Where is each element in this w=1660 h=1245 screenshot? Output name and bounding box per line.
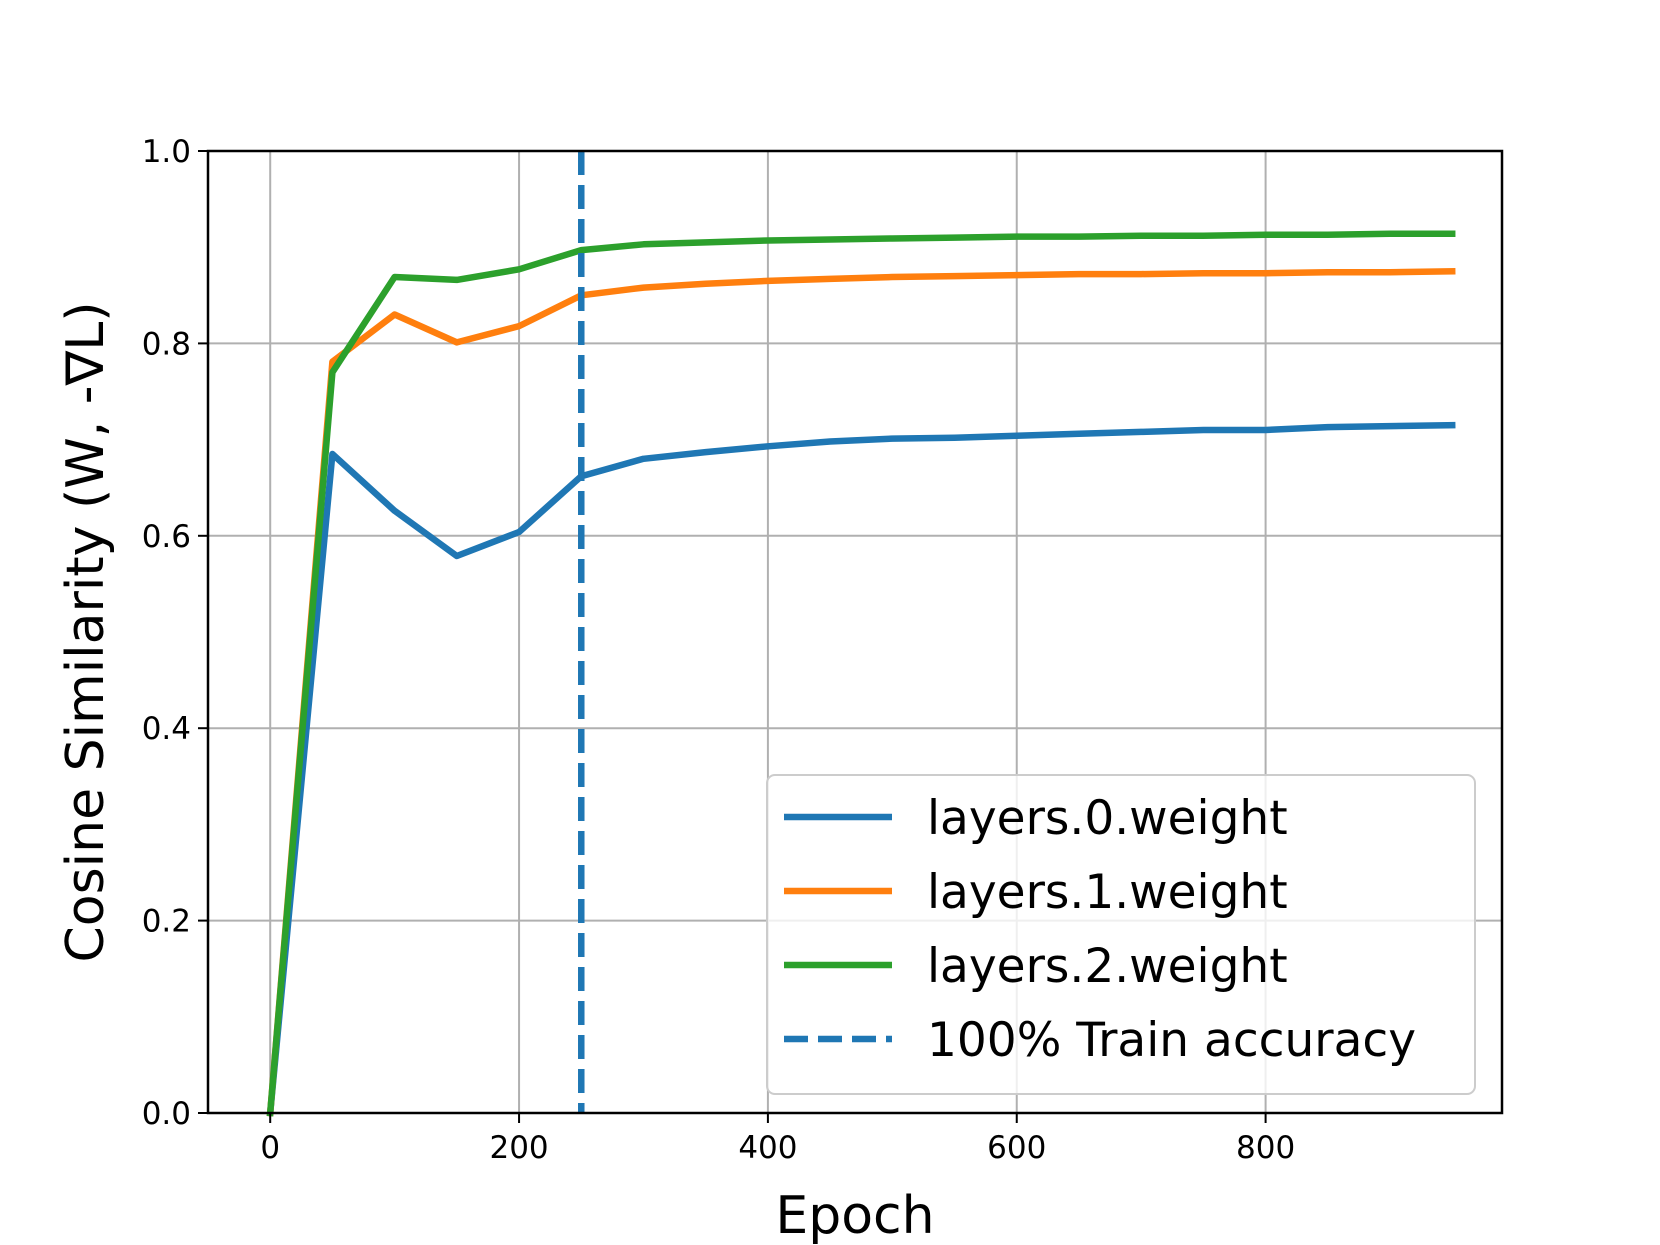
legend-label: layers.1.weight [927, 865, 1288, 920]
legend-label: 100% Train accuracy [927, 1013, 1416, 1068]
x-tick-label: 200 [489, 1130, 548, 1166]
x-tick-label: 800 [1236, 1130, 1295, 1166]
y-tick-label: 1.0 [142, 134, 191, 170]
y-tick-label: 0.4 [142, 711, 191, 747]
series-line-layers.2.weight [266, 230, 1456, 1117]
y-tick-label: 0.8 [142, 326, 191, 362]
series-layer [266, 151, 1456, 1117]
y-tick-label: 0.0 [142, 1096, 191, 1132]
series-line-layers.0.weight [266, 421, 1456, 1117]
x-tick-label: 400 [738, 1130, 797, 1166]
x-tick-label: 600 [987, 1130, 1046, 1166]
ticks: 0 200 400 600 800 0.0 0.2 0.4 0.6 0.8 1.0 [142, 134, 1295, 1166]
y-tick-label: 0.2 [142, 904, 191, 940]
axes-frame [206, 149, 1504, 1115]
x-axis-title: Epoch [775, 1186, 934, 1245]
y-axis-title: Cosine Similarity (W, -∇L) [56, 301, 116, 962]
legend: layers.0.weight layers.1.weight layers.2.w… [766, 774, 1476, 1095]
y-tick-label: 0.6 [142, 519, 191, 555]
series-line-layers.1.weight [266, 268, 1456, 1117]
x-tick-label: 0 [260, 1130, 280, 1166]
legend-label: layers.2.weight [927, 939, 1288, 994]
legend-box [766, 774, 1476, 1095]
legend-label: layers.0.weight [927, 791, 1288, 846]
